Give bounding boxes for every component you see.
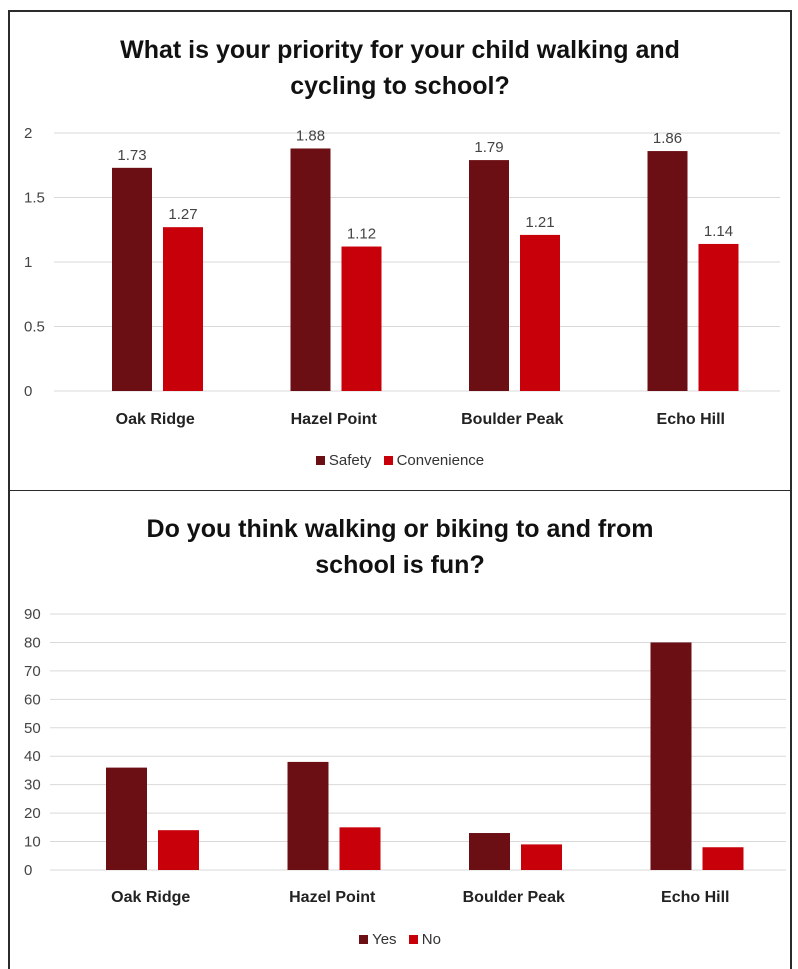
y-tick-label: 2 [24,125,32,142]
data-label: 1.73 [117,147,146,164]
y-tick-label: 40 [24,748,41,765]
bar-yes-echo-hill [650,642,692,870]
x-category-label: Hazel Point [289,889,376,906]
legend-swatch [315,456,325,465]
data-label: 1.86 [653,130,682,147]
bar-no-echo-hill [702,847,744,870]
y-tick-label: 20 [24,805,41,822]
bar-safety-boulder-peak [469,160,509,391]
x-category-label: Echo Hill [661,889,729,906]
x-category-label: Boulder Peak [463,889,565,906]
bar-no-boulder-peak [521,844,562,870]
bar-safety-echo-hill [647,151,688,391]
chart-panel-priority: What is your priority for your child wal… [8,10,792,492]
legend-item-convenience: Convenience [383,452,485,469]
y-tick-label: 1.5 [24,190,45,207]
bar-no-hazel-point [339,827,381,870]
y-tick-label: 0 [24,383,32,400]
legend-item-no: No [408,931,441,948]
legend-swatch [359,935,369,944]
y-tick-label: 0 [24,862,32,879]
y-tick-label: 80 [24,634,41,651]
x-category-label: Echo Hill [657,411,725,428]
y-tick-label: 30 [24,777,41,794]
bar-no-oak-ridge [158,830,199,870]
legend-label: Yes [372,931,397,948]
legend-item-yes: Yes [359,931,397,948]
y-tick-label: 60 [24,691,41,708]
chart-title-line: cycling to school? [290,72,510,100]
chart-title-line: school is fun? [315,551,485,579]
chart-title: What is your priority for your child wal… [10,32,790,104]
y-tick-label: 50 [24,720,41,737]
chart-title: Do you think walking or biking to and fr… [10,511,790,583]
x-category-label: Hazel Point [291,411,378,428]
x-category-label: Boulder Peak [461,411,563,428]
chart-panel-fun: Do you think walking or biking to and fr… [8,491,792,969]
bar-convenience-hazel-point [341,246,382,391]
data-label: 1.79 [474,139,503,156]
bar-convenience-echo-hill [698,243,739,391]
data-label: 1.14 [704,223,733,240]
legend-item-safety: Safety [315,452,372,469]
bar-safety-hazel-point [290,148,331,391]
legend-label: No [421,931,441,948]
data-label: 1.21 [525,214,554,231]
y-tick-label: 1 [24,254,32,271]
legend-swatch [383,456,393,465]
y-tick-label: 70 [24,663,41,680]
chart-legend: Yes No [10,931,790,948]
bar-convenience-boulder-peak [520,234,560,391]
bar-yes-oak-ridge [106,767,147,870]
bar-chart-priority: 0 0.5 1 1.5 2 1.73 1.27 Oak Ridge 1.88 1.12 Hazel … [24,125,780,428]
bar-convenience-oak-ridge [163,227,203,391]
legend-swatch [408,935,418,944]
data-label: 1.12 [347,226,376,243]
bar-yes-boulder-peak [469,833,510,870]
y-tick-label: 90 [24,606,41,623]
x-category-label: Oak Ridge [111,889,190,906]
chart-title-line: What is your priority for your child wal… [120,36,680,64]
x-category-label: Oak Ridge [116,411,195,428]
chart-title-line: Do you think walking or biking to and fr… [146,515,654,543]
bar-chart-fun: 0 10 20 30 40 50 60 70 80 90 Oak Ridge Hazel Point B… [24,606,786,906]
y-tick-label: 0.5 [24,319,45,336]
legend-label: Safety [328,452,372,469]
bar-safety-oak-ridge [112,167,152,391]
data-label: 1.27 [168,206,197,223]
data-label: 1.88 [296,127,325,144]
chart-legend: Safety Convenience [10,452,790,469]
legend-label: Convenience [396,452,485,469]
bar-yes-hazel-point [287,761,329,870]
y-tick-label: 10 [24,834,41,851]
